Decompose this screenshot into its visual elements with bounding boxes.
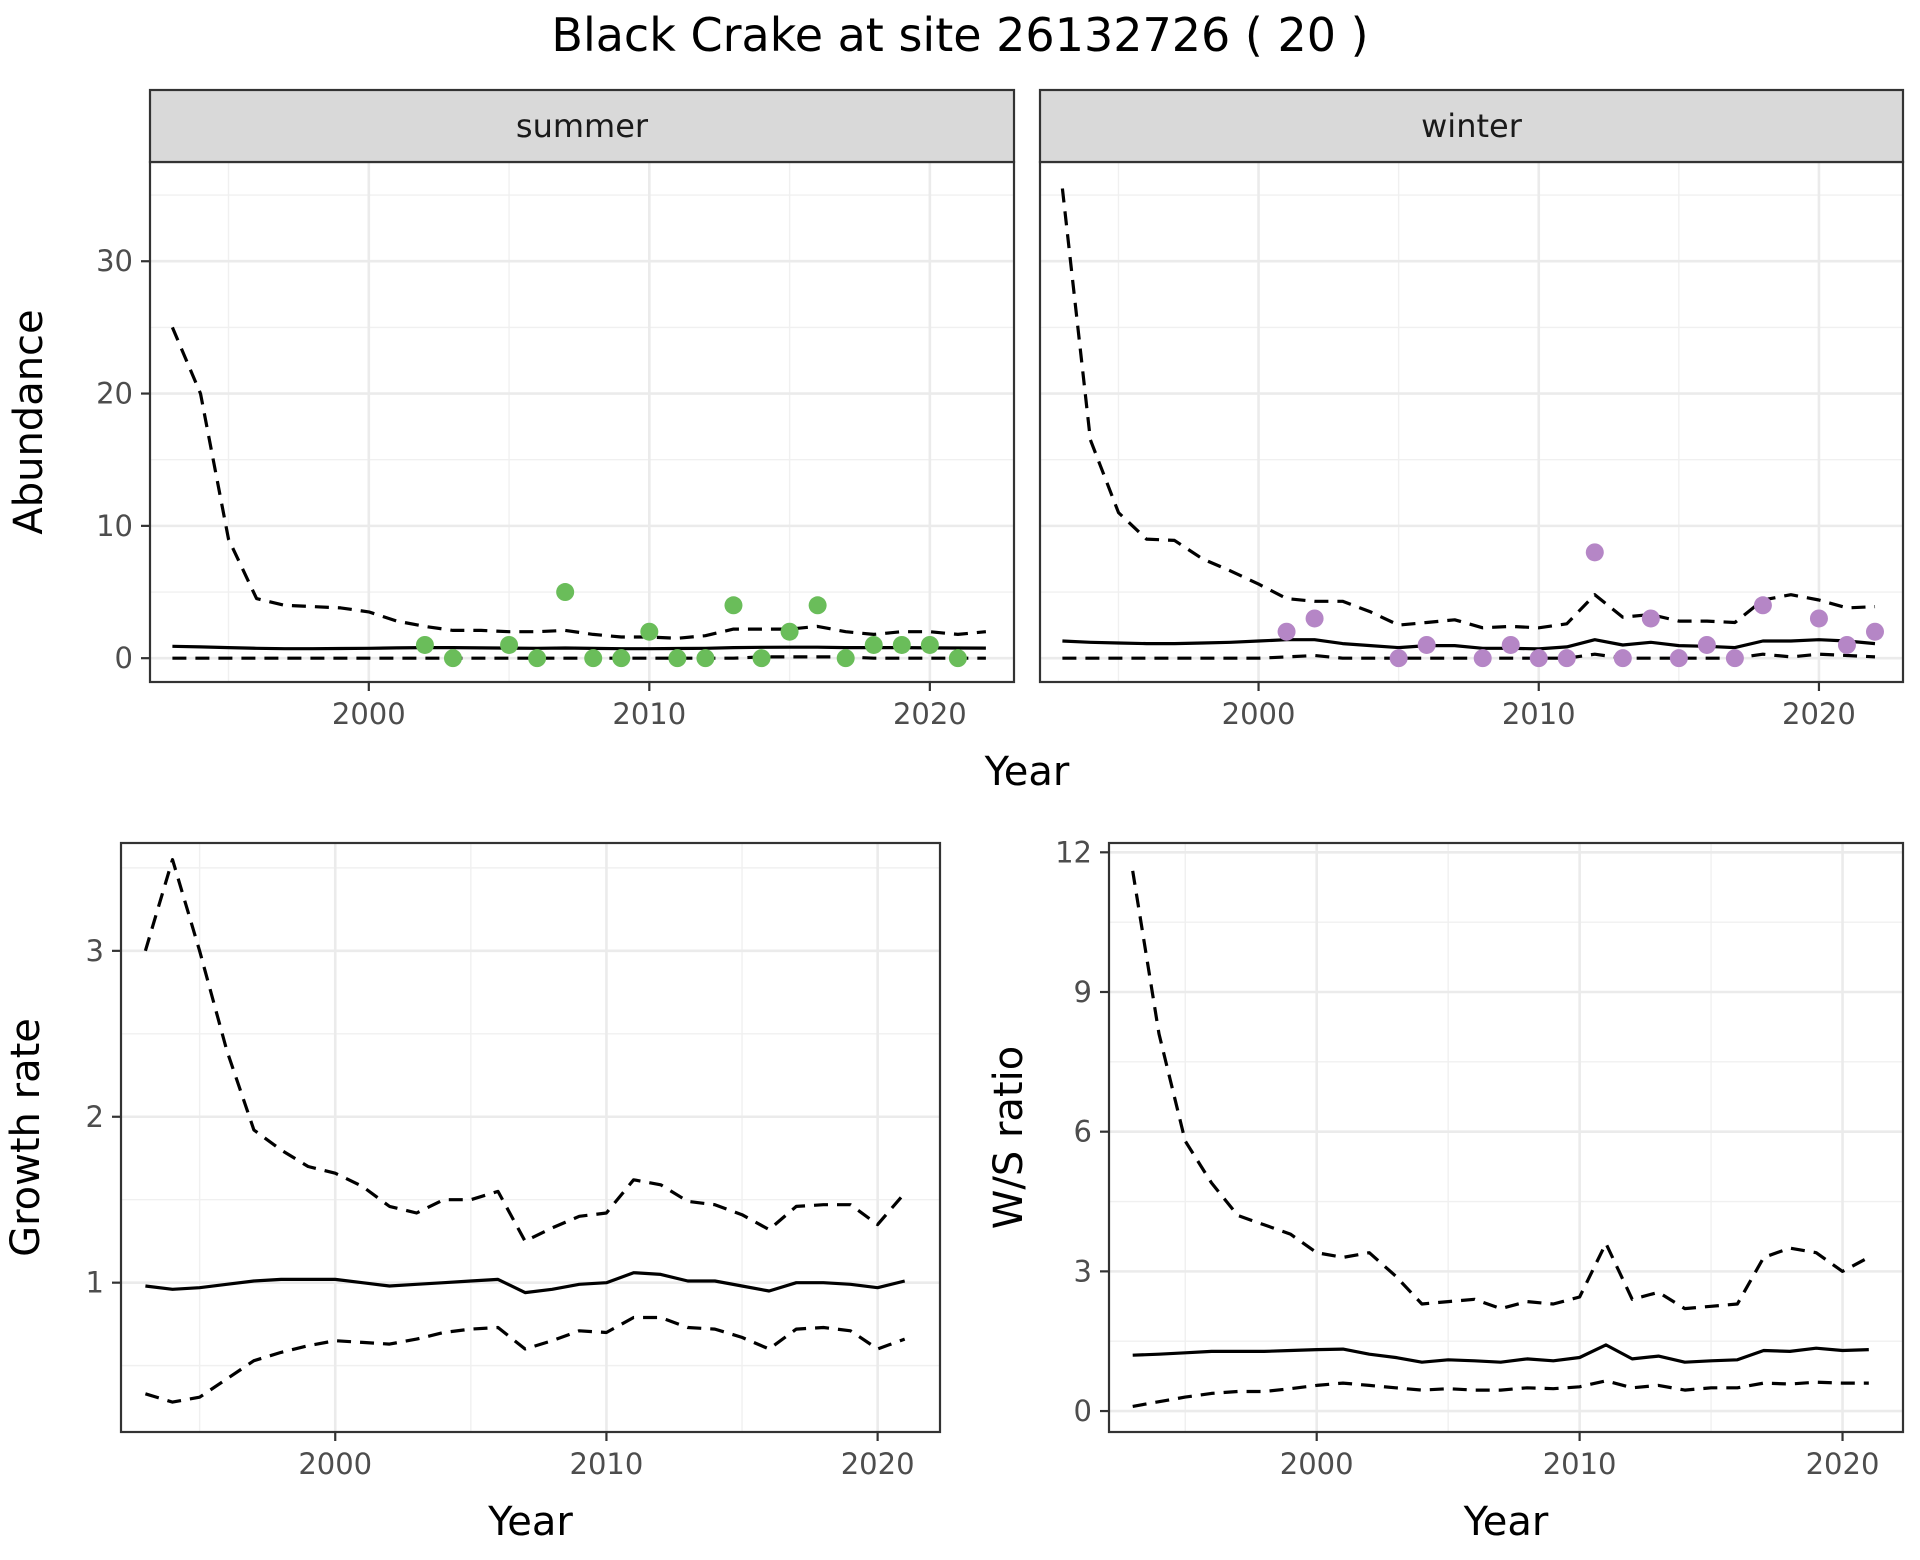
y-tick-label: 3 <box>86 934 104 968</box>
y-tick-label: 10 <box>96 509 133 543</box>
data-point <box>1669 649 1688 668</box>
y-tick-label: 12 <box>1055 835 1092 869</box>
series-line-upper <box>143 857 906 1243</box>
panel-border <box>119 841 942 1434</box>
data-point <box>1529 649 1548 668</box>
data-point <box>556 583 575 602</box>
data-point <box>920 635 939 654</box>
data-point <box>584 649 603 668</box>
panel-border <box>1107 841 1905 1434</box>
y-tick-label: 9 <box>1074 975 1092 1009</box>
data-point <box>443 649 462 668</box>
series-line-mean <box>172 644 986 651</box>
facet-strip-label: summer <box>516 107 649 145</box>
x-tick-label: 2000 <box>1222 697 1296 731</box>
series-line-mean <box>1132 1343 1869 1364</box>
data-point <box>1641 609 1660 628</box>
y-tick-label: 6 <box>1074 1115 1092 1149</box>
panel-growth-rate: 2000 2010 2020 1 2 3 Growth rate Year <box>3 841 942 1545</box>
facet-strip <box>148 88 1016 164</box>
series-line-upper <box>170 326 987 640</box>
x-tick-label: 2020 <box>841 1447 915 1481</box>
plot-area <box>150 162 1014 682</box>
data-point <box>1389 649 1408 668</box>
y-axis-title: Growth rate <box>3 1018 49 1257</box>
plot-area <box>1109 843 1903 1432</box>
data-point <box>1837 635 1856 654</box>
panel-abundance-winter: winter 2000 2010 2020 <box>1038 88 1905 731</box>
facet-strip <box>1038 88 1905 164</box>
x-tick-label: 2000 <box>1280 1447 1354 1481</box>
x-axis-title: Year <box>984 749 1070 795</box>
facet-strip-label: winter <box>1421 107 1523 145</box>
data-point <box>1697 635 1716 654</box>
series-line-lower <box>144 1315 906 1404</box>
plot-area <box>1040 162 1903 682</box>
x-axis-title: Year <box>487 1499 573 1545</box>
plot-area <box>121 843 940 1432</box>
x-tick-label: 2020 <box>1782 697 1856 731</box>
data-points <box>415 583 967 668</box>
series-line-upper <box>1131 870 1870 1311</box>
y-tick-label: 3 <box>1074 1254 1092 1288</box>
x-tick-label: 2010 <box>1543 1447 1617 1481</box>
series-line-upper <box>1060 188 1876 630</box>
data-point <box>808 596 827 615</box>
x-tick-label: 2020 <box>893 697 967 731</box>
data-point <box>696 649 715 668</box>
data-point <box>864 635 883 654</box>
data-point <box>836 649 855 668</box>
data-point <box>415 635 434 654</box>
series-line-mean <box>145 1271 906 1295</box>
data-point <box>528 649 547 668</box>
data-point <box>500 635 519 654</box>
grid <box>1109 843 1903 1432</box>
data-point <box>780 622 799 641</box>
x-tick-label: 2020 <box>1806 1447 1880 1481</box>
data-point <box>1277 622 1296 641</box>
x-tick-label: 2010 <box>1502 697 1576 731</box>
data-point <box>948 649 967 668</box>
data-point <box>724 596 743 615</box>
data-point <box>1417 635 1436 654</box>
panel-ws-ratio: 2000 2010 2020 0 3 6 9 12 W/S ratio Year <box>986 835 1905 1545</box>
data-point <box>1557 649 1576 668</box>
data-point <box>612 649 631 668</box>
y-tick-label: 20 <box>96 377 133 411</box>
chart-title: Black Crake at site 26132726 ( 20 ) <box>551 8 1369 62</box>
data-point <box>1753 596 1772 615</box>
data-point <box>1865 622 1884 641</box>
x-tick-label: 2010 <box>612 697 686 731</box>
y-tick-label: 1 <box>86 1266 104 1300</box>
y-tick-label: 30 <box>96 244 133 278</box>
data-point <box>1809 609 1828 628</box>
data-point <box>892 635 911 654</box>
data-point <box>640 622 659 641</box>
data-point <box>1473 649 1492 668</box>
x-tick-label: 2000 <box>298 1447 372 1481</box>
series-line-lower <box>1132 1379 1869 1408</box>
data-point <box>752 649 771 668</box>
panel-abundance-summer: summer 2000 2010 2020 0 10 20 30 Abundance Year <box>6 88 1070 795</box>
data-point <box>1305 609 1324 628</box>
data-points <box>1277 543 1884 668</box>
grid <box>1040 162 1903 682</box>
data-point <box>1725 649 1744 668</box>
y-axis-title: Abundance <box>6 309 52 534</box>
data-point <box>1613 649 1632 668</box>
y-tick-label: 2 <box>86 1100 104 1134</box>
series-line-mean <box>1062 638 1876 651</box>
x-tick-label: 2000 <box>332 697 406 731</box>
x-axis-title: Year <box>1463 1499 1549 1545</box>
data-point <box>1585 543 1604 562</box>
x-tick-label: 2010 <box>570 1447 644 1481</box>
data-point <box>1501 635 1520 654</box>
y-tick-label: 0 <box>115 641 133 675</box>
data-point <box>668 649 687 668</box>
grid <box>150 162 1014 682</box>
y-tick-label: 0 <box>1074 1394 1092 1428</box>
y-axis-title: W/S ratio <box>986 1046 1032 1229</box>
